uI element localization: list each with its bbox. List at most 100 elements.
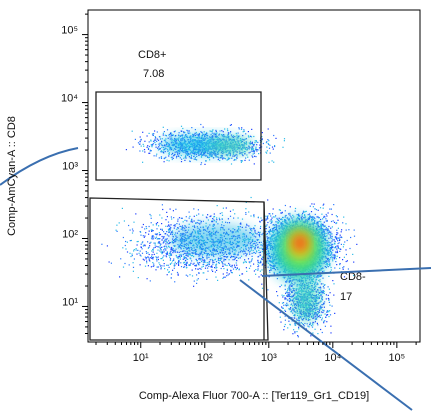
event-dot (142, 150, 144, 152)
event-dot (267, 245, 269, 248)
event-dot (325, 218, 327, 220)
event-dot (236, 260, 238, 262)
event-dot (320, 221, 322, 223)
event-dot (189, 153, 191, 155)
event-dot (161, 253, 163, 255)
event-dot (265, 254, 267, 256)
event-dot (219, 157, 222, 159)
event-dot (168, 153, 170, 155)
event-dot (155, 137, 157, 139)
event-dot (187, 130, 189, 132)
event-dot (234, 158, 236, 161)
event-dot (271, 221, 273, 223)
event-dot (198, 272, 200, 274)
event-dot (216, 266, 218, 269)
event-dot (218, 217, 220, 219)
event-dot (120, 258, 122, 260)
event-dot (178, 135, 180, 137)
event-dot (284, 210, 286, 212)
event-dot (228, 262, 230, 265)
event-dot (328, 249, 330, 251)
event-dot (172, 157, 174, 159)
event-dot (253, 151, 255, 153)
event-dot (194, 132, 196, 134)
event-dot (168, 230, 170, 232)
event-dot (267, 248, 269, 250)
event-dot (153, 236, 155, 238)
event-dot (333, 255, 336, 257)
event-dot (328, 288, 330, 290)
event-dot (158, 234, 161, 236)
event-dot (334, 242, 336, 244)
event-dot (143, 236, 145, 238)
event-dot (152, 224, 154, 226)
event-dot (152, 251, 154, 253)
event-dot (154, 142, 156, 144)
event-dot (266, 262, 268, 264)
event-dot (131, 228, 134, 230)
event-dot (329, 258, 331, 260)
event-dot (202, 133, 204, 135)
event-dot (189, 257, 191, 259)
event-dot (257, 216, 259, 218)
event-dot (236, 136, 238, 138)
event-dot (218, 157, 220, 159)
event-dot (339, 257, 341, 259)
event-dot (265, 215, 267, 217)
event-dot (335, 222, 338, 224)
event-dot (336, 216, 338, 218)
event-dot (245, 133, 247, 135)
event-dot (227, 153, 229, 156)
event-dot (145, 251, 147, 253)
event-dot (270, 269, 273, 271)
event-dot (254, 142, 256, 144)
event-dot (313, 203, 315, 205)
event-dot (176, 155, 178, 157)
event-dot (122, 266, 125, 268)
event-dot (259, 270, 261, 272)
event-dot (345, 253, 347, 256)
event-dot (313, 222, 315, 224)
event-dot (251, 155, 253, 157)
event-dot (319, 226, 321, 228)
event-dot (238, 127, 240, 129)
event-dot (214, 220, 216, 222)
event-dot (178, 251, 180, 253)
event-dot (232, 259, 234, 261)
event-dot (170, 273, 173, 275)
event-dot (211, 132, 213, 134)
event-dot (339, 264, 341, 266)
event-dot (251, 259, 253, 261)
event-dot (178, 153, 181, 155)
event-dot (124, 262, 126, 265)
event-dot (330, 227, 332, 229)
event-dot (278, 220, 281, 222)
event-dot (181, 225, 184, 227)
event-dot (269, 233, 271, 235)
event-dot (335, 246, 337, 249)
event-dot (198, 258, 200, 260)
event-dot (269, 213, 271, 215)
event-dot (342, 267, 344, 269)
event-dot (340, 248, 342, 250)
event-dot (188, 132, 190, 135)
event-dot (331, 244, 333, 246)
event-dot (328, 225, 330, 228)
event-dot (172, 134, 174, 136)
event-dot (226, 268, 228, 270)
event-dot (266, 234, 268, 236)
event-dot (234, 257, 236, 260)
event-dot (227, 135, 229, 137)
event-dot (153, 265, 155, 267)
event-dot (303, 211, 305, 213)
event-dot (167, 264, 169, 266)
event-dot (147, 145, 149, 147)
event-dot (168, 160, 170, 162)
event-dot (339, 234, 341, 236)
event-dot (265, 251, 267, 253)
event-dot (228, 259, 230, 261)
event-dot (174, 250, 176, 252)
event-dot (266, 246, 268, 248)
event-dot (170, 216, 172, 218)
